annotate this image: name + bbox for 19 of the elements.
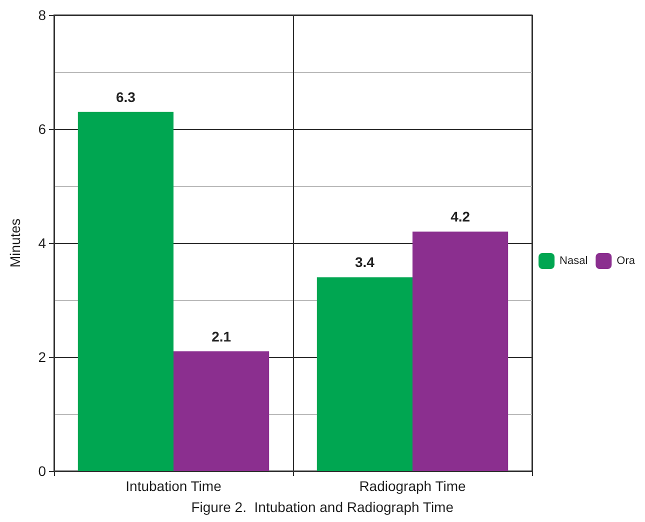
x-tick-label: Intubation Time: [126, 478, 222, 494]
y-tick-label: 6: [38, 121, 46, 137]
y-axis-title: Minutes: [7, 218, 23, 268]
data-label: 6.3: [116, 88, 136, 105]
y-tick-label: 0: [38, 463, 46, 479]
bar: [316, 277, 412, 471]
data-label: 3.4: [354, 254, 375, 270]
bar: [174, 351, 270, 471]
x-tick-label: Radiograph Time: [359, 478, 466, 494]
bar: [412, 232, 508, 471]
legend-label: Nasal: [560, 255, 588, 267]
legend-label: Ora: [616, 255, 636, 267]
caption: Figure 2. Intubation and Radiograph Time: [191, 499, 454, 515]
bar: [78, 112, 174, 471]
data-label: 2.1: [212, 328, 232, 344]
y-tick-label: 2: [38, 349, 46, 365]
y-tick-label: 4: [38, 235, 46, 251]
data-label: 4.2: [450, 208, 470, 225]
y-tick-label: 8: [38, 7, 46, 23]
